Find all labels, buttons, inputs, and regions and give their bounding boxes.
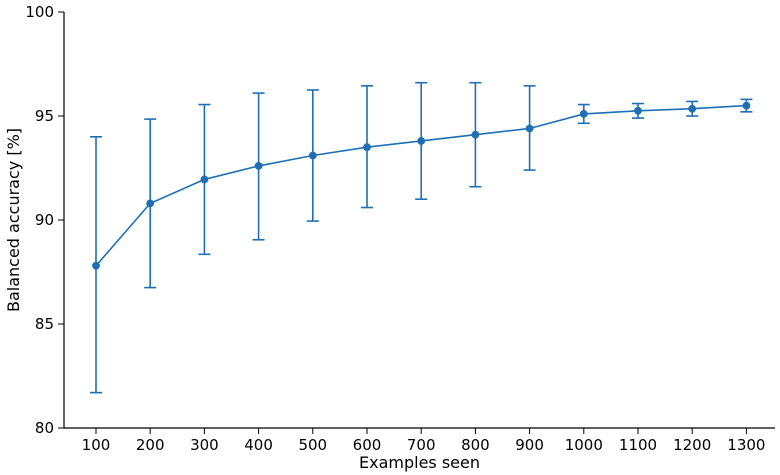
x-tick-label: 700 — [407, 436, 436, 454]
x-tick-label: 1100 — [619, 436, 657, 454]
y-tick-label: 80 — [35, 419, 54, 437]
data-point — [146, 199, 155, 208]
x-tick-label: 1300 — [727, 436, 765, 454]
data-point — [363, 143, 371, 152]
x-tick-label: 400 — [244, 436, 273, 454]
data-point — [525, 124, 534, 133]
axes: 80 85 90 95 100 100 200 300 400 500 600 700 800 900 10… — [25, 3, 775, 454]
data-point — [417, 137, 426, 145]
x-tick-label: 800 — [461, 436, 490, 454]
axis-labels: Examples seen Balanced accuracy [%] — [4, 128, 480, 472]
x-tick-label: 300 — [190, 436, 219, 454]
x-tick-label: 500 — [298, 436, 327, 454]
x-tick-label: 1200 — [673, 436, 711, 454]
x-tick-label: 600 — [353, 436, 382, 454]
y-tick-label: 90 — [35, 211, 54, 229]
x-axis-label: Examples seen — [359, 453, 480, 472]
data-point — [688, 104, 697, 113]
data-point — [579, 110, 588, 118]
data-point — [92, 261, 100, 270]
x-tick-label: 1000 — [565, 436, 603, 454]
data-point — [634, 106, 642, 115]
data-point — [200, 175, 209, 184]
data-points — [92, 101, 751, 270]
data-point — [471, 130, 480, 139]
y-tick-label: 85 — [35, 315, 54, 333]
y-tick-label: 95 — [35, 107, 54, 125]
x-tick-label: 900 — [515, 436, 544, 454]
x-tick-label: 100 — [82, 436, 111, 454]
data-point — [742, 101, 751, 110]
y-tick-label: 100 — [25, 3, 54, 21]
error-bars — [90, 81, 753, 394]
y-axis-label: Balanced accuracy [%] — [4, 128, 23, 312]
data-point — [308, 151, 317, 160]
data-point — [254, 162, 263, 170]
x-tick-label: 200 — [136, 436, 165, 454]
